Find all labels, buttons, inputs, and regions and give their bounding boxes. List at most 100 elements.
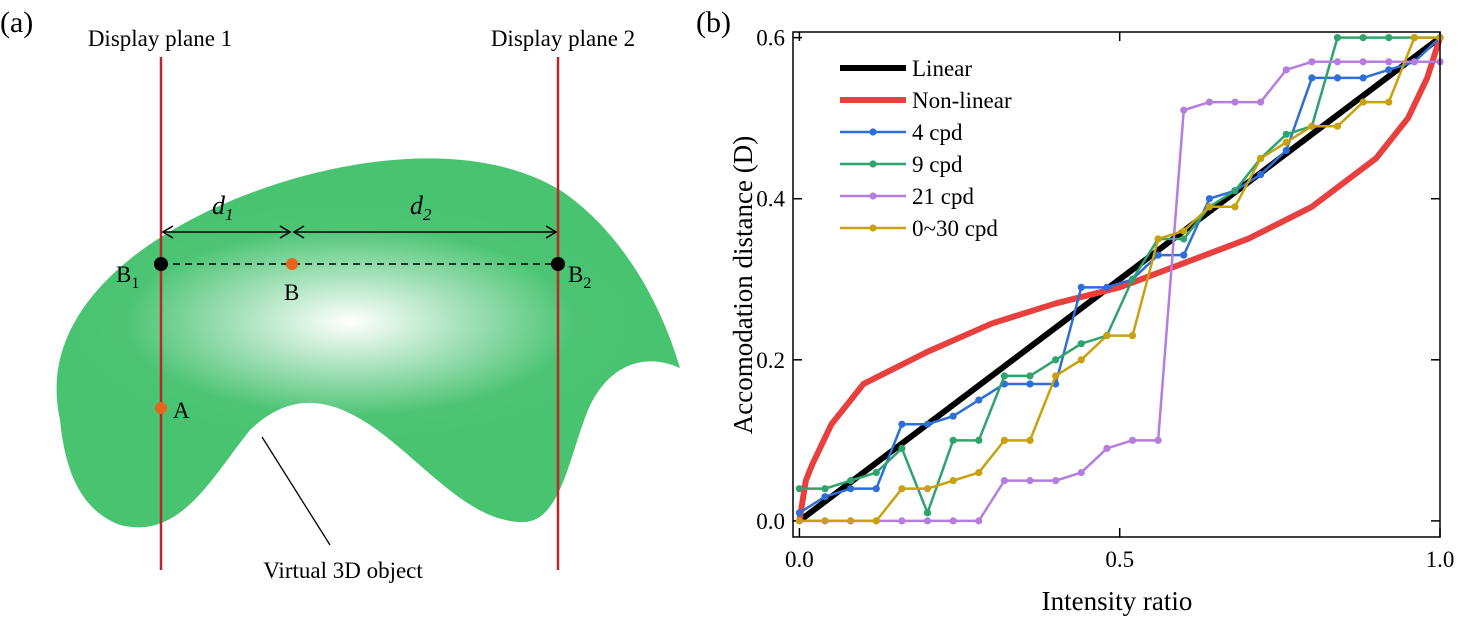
label-sub: 2 — [423, 205, 432, 224]
series-marker — [1128, 436, 1137, 444]
series-marker — [1385, 34, 1393, 42]
series-marker — [1231, 203, 1239, 211]
series-marker — [1410, 58, 1418, 66]
series-marker — [1410, 34, 1418, 42]
panel-label: (b) — [696, 6, 731, 39]
series-marker — [1359, 98, 1367, 106]
series-marker — [1257, 98, 1265, 106]
y-tick-label: 0.0 — [756, 509, 785, 534]
series-marker — [1333, 58, 1342, 66]
plane-label: Display plane 2 — [491, 26, 635, 51]
series-marker — [1077, 468, 1085, 477]
series-marker — [1154, 436, 1162, 444]
callout-line — [261, 436, 331, 546]
series-marker — [872, 517, 880, 525]
series-marker — [1282, 138, 1290, 146]
panel-b: (b) Intensity ratio Accomodation distanc… — [696, 6, 1454, 616]
series-marker — [821, 493, 829, 501]
series-marker — [1154, 235, 1162, 243]
series-marker — [1052, 372, 1060, 380]
series-marker — [1077, 356, 1085, 364]
series-marker — [898, 420, 906, 428]
series-marker — [923, 517, 932, 525]
series-marker — [1128, 332, 1137, 340]
series-marker — [1359, 74, 1367, 82]
series-marker — [1026, 380, 1034, 388]
series-marker — [898, 485, 906, 493]
series-marker — [1128, 275, 1137, 283]
series-marker — [872, 468, 880, 477]
series-marker — [1077, 283, 1085, 291]
series-marker — [1333, 122, 1342, 130]
series-marker — [1231, 98, 1239, 106]
label-text: d — [410, 191, 424, 220]
legend-label: 21 cpd — [912, 184, 974, 209]
series-marker — [795, 509, 804, 517]
series-marker — [1000, 372, 1008, 380]
series-marker — [949, 477, 957, 485]
y-tick-label: 0.6 — [756, 26, 785, 51]
series-marker — [1231, 187, 1239, 195]
point-b1 — [154, 257, 168, 271]
series-marker — [847, 517, 855, 525]
series-line — [799, 36, 1440, 515]
label-text: B — [568, 262, 583, 287]
series-marker — [1026, 477, 1034, 485]
series-marker — [949, 436, 957, 444]
legend-label: 9 cpd — [912, 152, 963, 177]
series-marker — [949, 517, 957, 525]
series-marker — [1052, 356, 1060, 364]
series-marker — [1180, 227, 1188, 235]
x-tick-label: 0.5 — [1105, 547, 1134, 572]
series-marker — [975, 468, 983, 477]
series-marker — [847, 477, 855, 485]
point-label: B — [284, 280, 299, 305]
series-marker — [821, 485, 829, 493]
label-sub: 1 — [131, 275, 139, 292]
series-marker — [1282, 130, 1290, 138]
series-marker — [1333, 34, 1342, 42]
series-marker — [975, 436, 983, 444]
series-line — [799, 60, 1440, 523]
series-marker — [1308, 74, 1316, 82]
series-marker — [949, 412, 957, 420]
point-a — [155, 402, 167, 414]
series-marker — [1077, 340, 1085, 348]
plot-frame — [792, 31, 1441, 538]
series-marker — [1000, 477, 1008, 485]
series-marker — [923, 485, 932, 493]
series-marker — [1257, 170, 1265, 179]
label-sub: 2 — [583, 275, 591, 292]
series-marker — [1308, 122, 1316, 130]
series-marker — [1205, 98, 1213, 106]
series-marker — [795, 517, 804, 525]
series-marker — [1180, 251, 1188, 259]
series-marker — [923, 420, 932, 428]
label-sub: 1 — [225, 205, 234, 224]
point-label: B1 — [116, 262, 139, 292]
series-marker — [1385, 98, 1393, 106]
series-line — [799, 36, 1440, 523]
distance-label: d2 — [410, 191, 432, 224]
y-tick-label: 0.2 — [756, 348, 785, 373]
series-marker — [1026, 436, 1034, 444]
series-marker — [1308, 58, 1316, 66]
series-marker — [1103, 283, 1111, 291]
legend-label: 4 cpd — [912, 120, 963, 145]
series-marker — [1282, 66, 1290, 74]
y-axis-label: Accomodation distance (D) — [728, 136, 758, 434]
series-marker — [1282, 146, 1290, 154]
series-marker — [1103, 444, 1111, 453]
y-tick-label: 0.4 — [756, 187, 785, 212]
series-marker — [898, 517, 906, 525]
point-b2 — [551, 257, 565, 271]
series-marker — [1180, 106, 1188, 114]
series-marker — [1359, 58, 1367, 66]
series-marker — [975, 517, 983, 525]
series-marker — [898, 444, 906, 453]
point-label: B2 — [568, 262, 591, 292]
plane-label: Display plane 1 — [88, 26, 232, 51]
x-tick-label: 0.0 — [785, 547, 814, 572]
legend-label: Linear — [912, 56, 972, 81]
series-marker — [1359, 34, 1367, 42]
